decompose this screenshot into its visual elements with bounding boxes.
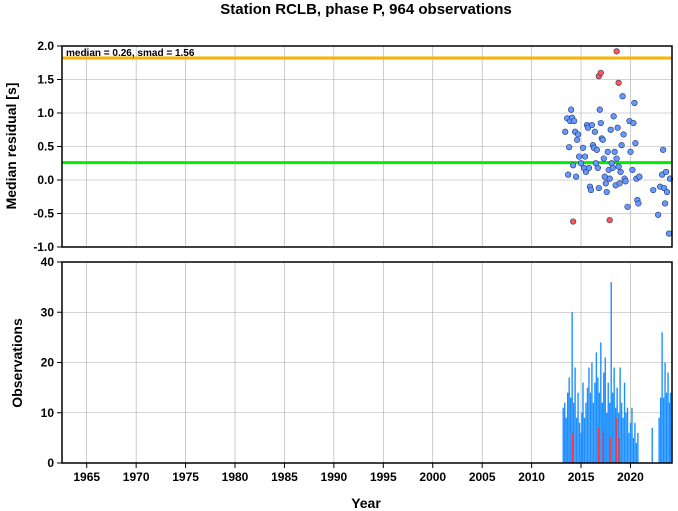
- observations-y-label: Observations: [9, 318, 25, 408]
- residual-points: [562, 48, 674, 237]
- x-tick-label: 1985: [271, 470, 298, 484]
- year-x-ticks: 1965 1970 1975 1980 1985 1990 1995 2000 2005 2010…: [73, 463, 644, 484]
- data-point: [624, 203, 631, 210]
- outlier-point: [613, 48, 620, 55]
- data-point: [562, 128, 569, 135]
- y-tick-label: 20: [41, 356, 55, 370]
- data-point: [609, 164, 616, 172]
- data-point: [599, 136, 606, 143]
- data-point: [570, 162, 577, 169]
- data-point: [620, 131, 627, 138]
- year-x-label: Year: [351, 495, 381, 511]
- outlier-point: [615, 79, 622, 86]
- reference-lines: [62, 56, 672, 165]
- data-point: [591, 128, 598, 135]
- data-point: [604, 148, 611, 155]
- y-tick-label: 10: [41, 406, 55, 420]
- y-tick-label: 1.0: [37, 106, 54, 120]
- y-tick-label: 0: [47, 456, 54, 470]
- data-point: [615, 163, 622, 170]
- data-point: [619, 93, 626, 100]
- data-point: [565, 171, 572, 178]
- data-point: [630, 119, 637, 127]
- data-point: [573, 173, 580, 180]
- data-point: [602, 180, 609, 187]
- residual-y-label: Median residual [s]: [3, 83, 19, 210]
- data-point: [588, 121, 596, 129]
- data-point: [632, 140, 639, 147]
- data-point: [573, 136, 581, 143]
- x-tick-label: 1980: [222, 470, 249, 484]
- y-tick-label: -0.5: [33, 207, 54, 221]
- data-point: [629, 166, 636, 174]
- data-point: [587, 186, 595, 194]
- x-tick-label: 1990: [321, 470, 348, 484]
- data-point: [622, 178, 629, 185]
- x-tick-label: 2005: [469, 470, 496, 484]
- data-point: [613, 155, 620, 162]
- y-tick-label: 0.5: [37, 140, 54, 154]
- data-point: [579, 144, 587, 151]
- data-point: [614, 124, 621, 131]
- y-tick-label: 0.0: [37, 173, 54, 187]
- x-tick-label: 1975: [172, 470, 199, 484]
- data-point: [662, 168, 670, 176]
- x-tick-label: 1965: [73, 470, 100, 484]
- data-point: [594, 164, 601, 172]
- y-tick-label: -1.0: [33, 240, 54, 254]
- data-point: [635, 200, 642, 207]
- data-point: [585, 164, 593, 172]
- data-point: [600, 155, 607, 162]
- data-point: [596, 106, 603, 113]
- data-point: [650, 186, 657, 194]
- data-point: [571, 117, 578, 125]
- residual-y-ticks: 2.0 1.5 1.0 0.5 0.0 -0.5 -1.0: [33, 39, 62, 254]
- data-point: [611, 148, 618, 155]
- observation-bars: [562, 282, 672, 463]
- data-point: [593, 146, 600, 153]
- data-point: [575, 153, 583, 160]
- stats-annotation: median = 0.26, smad = 1.56: [66, 48, 195, 59]
- data-point: [617, 168, 624, 176]
- x-tick-label: 1995: [370, 470, 397, 484]
- x-tick-label: 2010: [518, 470, 545, 484]
- outlier-point: [606, 217, 613, 224]
- data-point: [568, 106, 575, 113]
- data-point: [655, 211, 662, 218]
- data-point: [610, 113, 617, 120]
- data-point: [574, 131, 582, 138]
- x-tick-label: 2000: [419, 470, 446, 484]
- data-point: [606, 175, 613, 182]
- y-tick-label: 30: [41, 305, 55, 319]
- data-point: [627, 148, 634, 155]
- y-tick-label: 2.0: [37, 39, 54, 53]
- residual-panel: 2.0 1.5 1.0 0.5 0.0 -0.5 -1.0 median = 0.26, s…: [3, 39, 674, 254]
- data-point: [631, 99, 638, 107]
- data-point: [607, 126, 614, 133]
- data-point: [577, 160, 585, 167]
- data-point: [618, 142, 625, 149]
- observations-y-ticks: 40 30 20 10 0: [41, 255, 62, 470]
- data-point: [663, 188, 671, 196]
- data-point: [595, 184, 602, 192]
- x-tick-label: 2020: [617, 470, 644, 484]
- data-point: [665, 230, 673, 237]
- data-point: [636, 173, 643, 180]
- data-point: [603, 188, 610, 196]
- y-tick-label: 40: [41, 255, 55, 269]
- data-point: [616, 180, 623, 187]
- chart-title: Station RCLB, phase P, 964 observations: [220, 1, 511, 18]
- data-point: [660, 146, 667, 153]
- data-point: [597, 119, 604, 127]
- data-point: [581, 153, 589, 160]
- outlier-point: [597, 69, 604, 76]
- data-point: [566, 144, 573, 151]
- data-point: [661, 200, 669, 207]
- x-tick-label: 1970: [123, 470, 150, 484]
- outlier-point: [570, 218, 577, 225]
- x-tick-label: 2015: [568, 470, 595, 484]
- y-tick-label: 1.5: [37, 73, 54, 87]
